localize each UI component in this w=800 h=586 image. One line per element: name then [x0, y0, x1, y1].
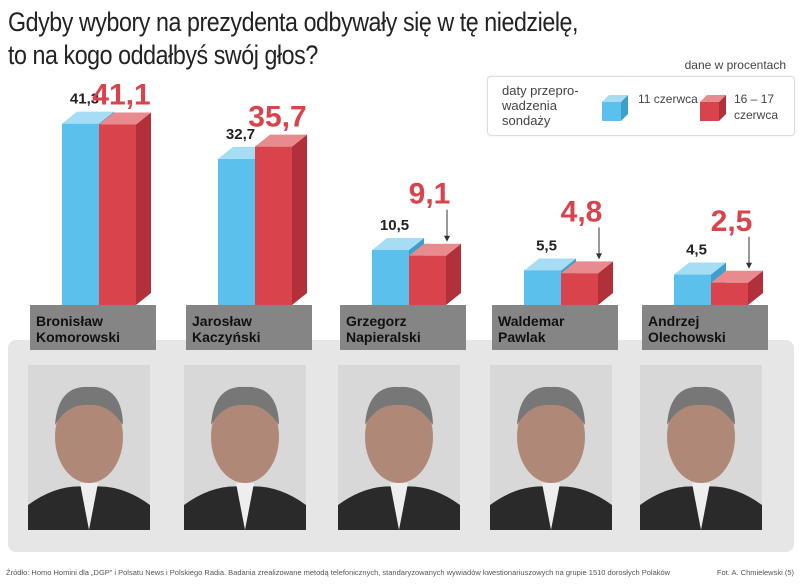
name-line: Olechowski	[648, 329, 726, 345]
bar-side	[748, 270, 763, 305]
candidate-name: Grzegorz Napieralski	[340, 305, 466, 350]
bar-top	[372, 237, 424, 250]
data-label: 10,5	[380, 217, 409, 234]
data-label: 41,3	[70, 91, 99, 108]
data-label: 41,1	[92, 78, 150, 111]
candidate-photo	[338, 365, 460, 530]
bar-1-0	[99, 112, 151, 306]
bar-front	[99, 124, 136, 306]
bar-front	[561, 273, 598, 305]
data-label: 2,5	[711, 205, 753, 238]
portrait-icon	[640, 365, 762, 530]
title-line-1: Gdyby wybory na prezydenta odbywały się …	[8, 7, 579, 37]
bar-side	[598, 261, 613, 305]
candidate-name: Bronisław Komorowski	[30, 305, 156, 350]
bar-front	[409, 255, 446, 305]
bar-top	[524, 258, 576, 271]
bar-front	[524, 270, 561, 305]
legend-title: daty przepro-wadzenia sondaży	[502, 83, 579, 128]
title-line-2: to na kogo oddałbyś swój głos?	[8, 40, 318, 70]
arrow-head	[596, 253, 602, 260]
data-label: 4,5	[686, 242, 707, 259]
name-line: Andrzej	[648, 313, 700, 329]
candidate-name: Jarosław Kaczyński	[186, 305, 312, 350]
bar-top	[255, 134, 307, 147]
name-line: Komorowski	[36, 329, 121, 345]
bar-front	[711, 282, 748, 305]
data-label: 5,5	[536, 237, 557, 254]
data-label: 4,8	[561, 195, 603, 228]
bar-top	[99, 112, 151, 125]
candidate-photo	[184, 365, 306, 530]
bar-side	[136, 112, 151, 306]
legend-swatch-series1	[602, 95, 628, 121]
bar-side	[292, 134, 307, 305]
candidate-name: Andrzej Olechowski	[642, 305, 768, 350]
bar-front	[674, 274, 711, 305]
photo-credit: Fot. A. Chmielewski (5)	[716, 568, 794, 577]
name-line: Waldemar	[498, 313, 565, 329]
data-label: 32,7	[226, 126, 255, 143]
unit-note: dane w procentach	[684, 58, 786, 72]
name-line: Napieralski	[346, 329, 421, 345]
name-line: Jarosław	[192, 313, 252, 329]
name-line: Kaczyński	[192, 329, 261, 345]
portrait-icon	[184, 365, 306, 530]
chart-title: Gdyby wybory na prezydenta odbywały się …	[8, 6, 662, 72]
bar-1-2	[409, 243, 461, 305]
bar-top	[561, 261, 613, 274]
bar-1-1	[255, 134, 307, 305]
data-label: 9,1	[409, 178, 451, 211]
name-line: Grzegorz	[346, 313, 407, 329]
arrow-head	[746, 262, 752, 269]
data-label: 35,7	[248, 101, 306, 134]
bar-1-3	[561, 261, 613, 305]
legend-label-series2: 16 – 17 czerwca	[734, 92, 779, 122]
name-line: Pawlak	[498, 329, 546, 345]
legend-label-series1: 11 czerwca	[638, 92, 698, 106]
bar-top	[62, 111, 114, 124]
portrait-icon	[28, 365, 150, 530]
bar-top	[711, 270, 763, 283]
legend-swatch-series2	[700, 95, 726, 121]
name-line: Bronisław	[36, 313, 103, 329]
bar-1-4	[711, 270, 763, 305]
arrow-head	[444, 235, 450, 242]
bar-top	[409, 243, 461, 256]
portrait-icon	[490, 365, 612, 530]
bar-front	[218, 158, 255, 305]
candidate-photo	[28, 365, 150, 530]
bar-front	[372, 249, 409, 305]
bar-front	[62, 123, 99, 305]
candidate-name: Waldemar Pawlak	[492, 305, 618, 350]
candidate-photo	[640, 365, 762, 530]
bar-top	[674, 262, 726, 275]
candidate-photo	[490, 365, 612, 530]
bar-side	[446, 243, 461, 305]
legend: daty przepro-wadzenia sondaży 11 czerwca…	[487, 76, 795, 136]
bar-front	[255, 146, 292, 305]
source-note: Źródło: Homo Homini dla „DGP” i Polsatu …	[6, 568, 671, 577]
portrait-icon	[338, 365, 460, 530]
